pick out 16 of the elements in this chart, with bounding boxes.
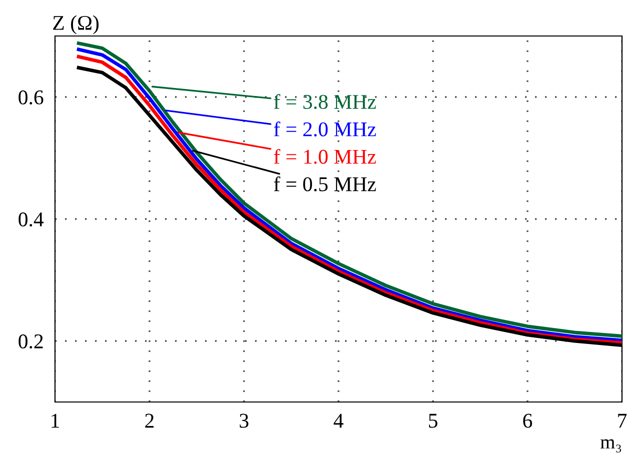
x-tick-label: 5 xyxy=(429,414,438,428)
y-tick-label: 0.4 xyxy=(18,212,44,227)
annotation: f = 3.8 MHz xyxy=(274,94,376,110)
y-tick-label: 0.6 xyxy=(18,90,44,105)
y-tick-label: 0.2 xyxy=(18,334,43,349)
x-tick-label: 6 xyxy=(523,414,532,428)
x-tick-label: 3 xyxy=(240,414,248,428)
annotation: f = 0.5 MHz xyxy=(274,176,376,192)
annotation: f = 2.0 MHz xyxy=(274,122,376,136)
annotation: f = 1.0 MHz xyxy=(274,148,376,164)
x-axis-title: m₃ xyxy=(600,439,622,452)
x-tick-label: 7 xyxy=(618,414,627,428)
x-tick-label: 1 xyxy=(52,414,59,428)
x-tick-label: 2 xyxy=(145,414,154,428)
x-tick-label: 4 xyxy=(334,414,344,428)
y-axis-title: Z (Ω) xyxy=(53,15,99,34)
